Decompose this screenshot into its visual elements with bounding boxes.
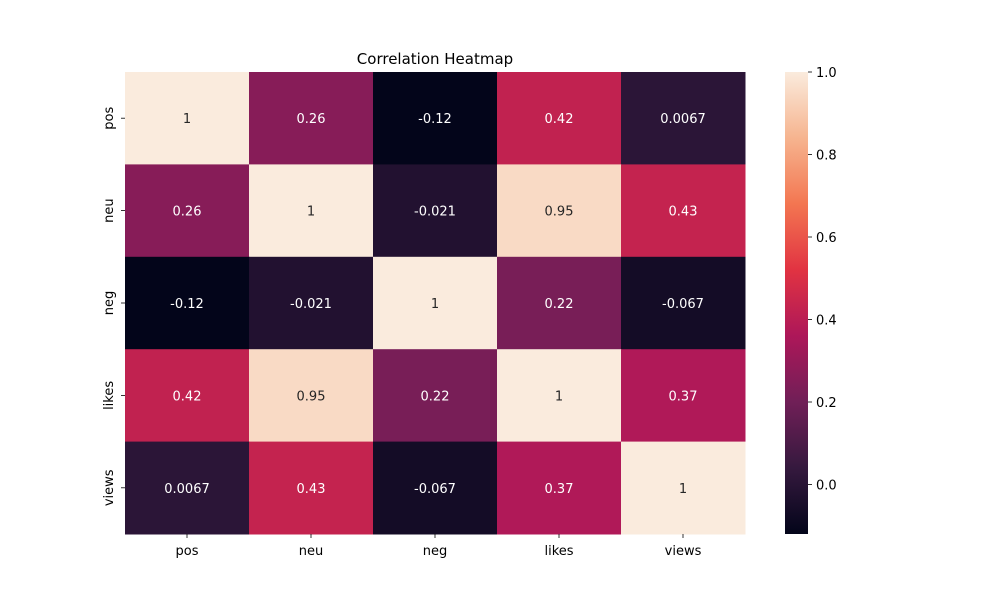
- y-axis: pos neu neg likes views: [102, 106, 125, 506]
- heatmap-cell-neg-pos: [125, 256, 250, 350]
- cell-value-label: -0.12: [418, 112, 452, 127]
- cell-value-label: 0.95: [545, 205, 574, 220]
- colorbar-tick-label: 0.2: [816, 396, 837, 411]
- cell-value-label: 0.0067: [164, 482, 210, 497]
- x-tick-label: views: [665, 544, 702, 559]
- cell-value-label: 0.26: [297, 112, 326, 127]
- heatmap-cell-neg-views: [621, 256, 746, 350]
- cell-value-label: 0.26: [173, 205, 202, 220]
- heatmap-cell-neu-neu: [249, 164, 374, 258]
- heatmap-cell-views-neg: [373, 441, 498, 535]
- heatmap-cell-likes-pos: [125, 349, 250, 443]
- heatmap-cells: 1 0.26 -0.12 0.42 0.0067 0.26 1 -0.021 0.95 0.43 -…: [125, 72, 746, 535]
- heatmap-cell-views-likes: [497, 441, 622, 535]
- x-tick-label: neu: [299, 544, 323, 559]
- cell-value-label: -0.021: [414, 205, 456, 220]
- x-tick-label: likes: [544, 544, 573, 559]
- heatmap-cell-likes-views: [621, 349, 746, 443]
- cell-value-label: 0.43: [297, 482, 326, 497]
- heatmap-cell-neg-neu: [249, 256, 374, 350]
- heatmap-cell-pos-neu: [249, 72, 374, 165]
- cell-value-label: -0.021: [290, 297, 332, 312]
- cell-value-label: -0.12: [170, 297, 204, 312]
- heatmap-cell-neu-views: [621, 164, 746, 258]
- x-axis: pos neu neg likes views: [176, 534, 702, 559]
- heatmap-cell-neu-likes: [497, 164, 622, 258]
- cell-value-label: 1: [431, 297, 439, 312]
- colorbar-tick-label: 0.6: [816, 231, 837, 246]
- colorbar-tick-label: 0.0: [816, 479, 837, 494]
- heatmap-cell-likes-likes: [497, 349, 622, 443]
- cell-value-label: 1: [307, 205, 315, 220]
- cell-value-label: 0.37: [545, 482, 574, 497]
- cell-value-label: 0.42: [545, 112, 574, 127]
- cell-value-label: 1: [679, 482, 687, 497]
- heatmap-cell-pos-views: [621, 72, 746, 165]
- heatmap-cell-pos-pos: [125, 72, 250, 165]
- cell-value-label: 0.43: [669, 205, 698, 220]
- y-tick-label: pos: [102, 106, 117, 129]
- cell-value-label: 0.42: [173, 389, 202, 404]
- heatmap-cell-likes-neu: [249, 349, 374, 443]
- heatmap-cell-views-neu: [249, 441, 374, 535]
- heatmap-cell-neg-likes: [497, 256, 622, 350]
- colorbar: 0.0 0.2 0.4 0.6 0.8 1.0: [785, 66, 837, 534]
- colorbar-tick-label: 0.8: [816, 149, 837, 164]
- y-tick-label: neg: [102, 291, 117, 316]
- y-tick-label: views: [102, 469, 117, 506]
- cell-value-label: 1: [183, 112, 191, 127]
- heatmap-cell-views-pos: [125, 441, 250, 535]
- x-tick-label: neg: [423, 544, 448, 559]
- heatmap-cell-neg-neg: [373, 256, 498, 350]
- heatmap-cell-views-views: [621, 441, 746, 535]
- y-tick-label: neu: [102, 198, 117, 222]
- cell-value-label: 0.22: [421, 389, 450, 404]
- cell-value-label: 0.37: [669, 389, 698, 404]
- x-tick-label: pos: [176, 544, 199, 559]
- cell-value-label: 0.22: [545, 297, 574, 312]
- heatmap-cell-neu-pos: [125, 164, 250, 258]
- cell-value-label: 0.95: [297, 389, 326, 404]
- y-tick-label: likes: [102, 381, 117, 410]
- heatmap-cell-neu-neg: [373, 164, 498, 258]
- colorbar-tick-label: 1.0: [816, 66, 837, 81]
- cell-value-label: 0.0067: [660, 112, 706, 127]
- cell-value-label: -0.067: [414, 482, 456, 497]
- chart-title: Correlation Heatmap: [357, 50, 513, 68]
- colorbar-tick-label: 0.4: [816, 314, 837, 329]
- heatmap-cell-likes-neg: [373, 349, 498, 443]
- heatmap-cell-pos-likes: [497, 72, 622, 165]
- cell-value-label: -0.067: [662, 297, 704, 312]
- heatmap-cell-pos-neg: [373, 72, 498, 165]
- colorbar-gradient: [785, 72, 808, 534]
- cell-value-label: 1: [555, 389, 563, 404]
